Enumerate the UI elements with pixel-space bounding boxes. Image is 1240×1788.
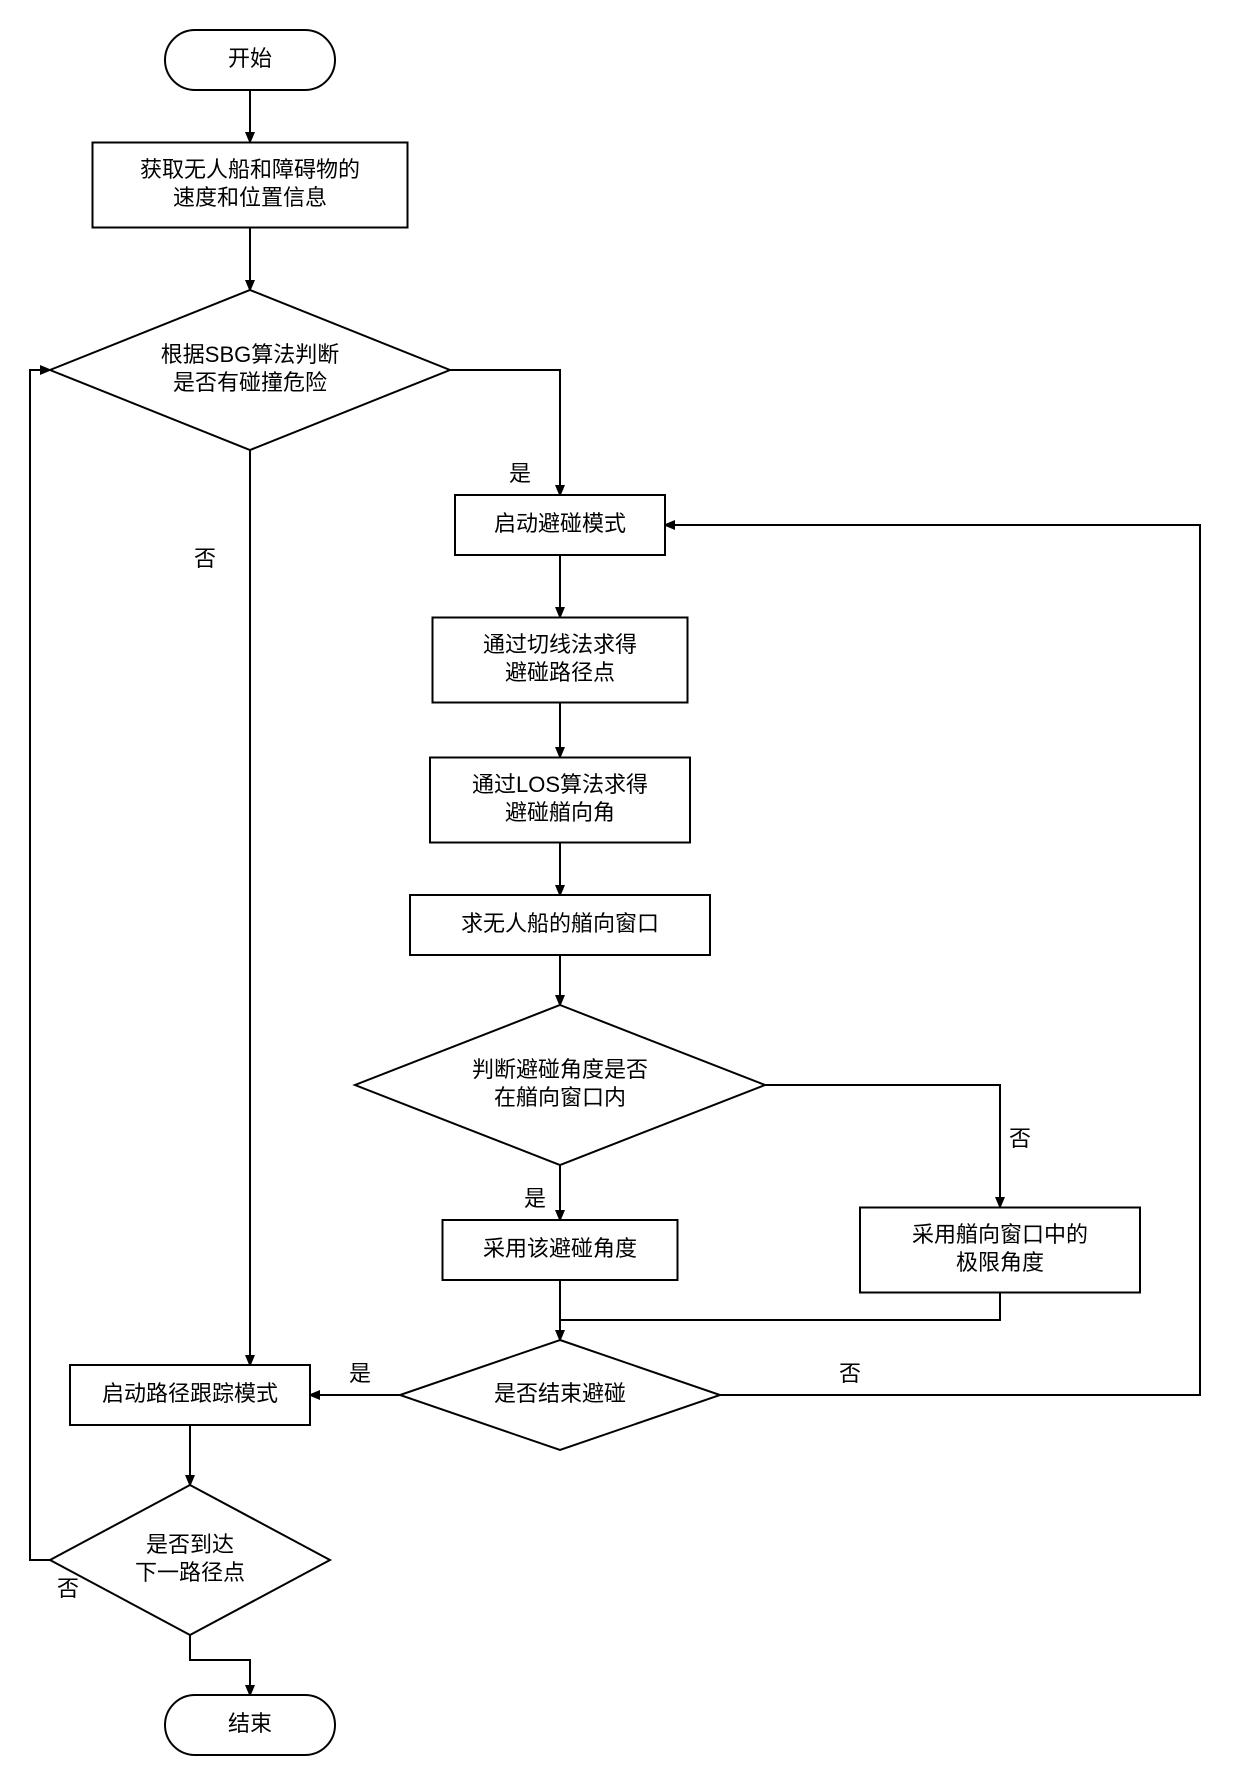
edge-label-4: 是 [349,1361,371,1386]
node-tracking-text-0: 启动路径跟踪模式 [102,1381,278,1406]
node-tracking: 启动路径跟踪模式 [70,1365,310,1425]
edge-2 [450,370,560,495]
flowchart-canvas: 开始获取无人船和障碍物的速度和位置信息根据SBG算法判断是否有碰撞危险启动避碰模… [0,0,1240,1788]
node-end: 结束 [165,1695,335,1755]
node-inwindow: 判断避碰角度是否在艏向窗口内 [355,1005,765,1165]
node-uselimit-text-0: 采用艏向窗口中的 [912,1222,1088,1247]
node-nextpoint-text-0: 是否到达 [146,1532,234,1557]
node-sbg-text-1: 是否有碰撞危险 [173,370,327,395]
edge-label-2: 是 [524,1186,546,1211]
node-window: 求无人船的艏向窗口 [410,895,710,955]
node-getinfo-text-0: 获取无人船和障碍物的 [140,157,360,182]
edge-label-6: 否 [57,1576,79,1601]
node-endavoid: 是否结束避碰 [400,1340,720,1450]
node-start-text-0: 开始 [228,46,272,71]
node-useangle-text-0: 采用该避碰角度 [483,1236,637,1261]
edge-label-1: 否 [194,546,216,571]
node-end-text-0: 结束 [228,1711,272,1736]
edge-10 [560,1293,1000,1320]
nodes-layer: 开始获取无人船和障碍物的速度和位置信息根据SBG算法判断是否有碰撞危险启动避碰模… [50,30,1140,1755]
node-tangent-text-0: 通过切线法求得 [483,632,637,657]
edge-label-0: 是 [509,461,531,486]
node-startavoid-text-0: 启动避碰模式 [494,511,626,536]
node-endavoid-text-0: 是否结束避碰 [494,1381,626,1406]
edge-8 [765,1085,1000,1207]
node-start: 开始 [165,30,335,90]
edge-16 [30,370,50,1560]
edge-label-3: 否 [1009,1126,1031,1151]
node-sbg-text-0: 根据SBG算法判断 [161,342,339,367]
node-useangle: 采用该避碰角度 [443,1220,678,1280]
node-tangent: 通过切线法求得避碰路径点 [433,618,688,703]
node-getinfo-text-1: 速度和位置信息 [173,185,327,210]
node-los-text-1: 避碰艏向角 [505,800,615,825]
edge-15 [190,1635,250,1695]
node-uselimit-text-1: 极限角度 [956,1250,1044,1275]
edge-label-5: 否 [839,1361,861,1386]
node-getinfo: 获取无人船和障碍物的速度和位置信息 [93,143,408,228]
node-uselimit: 采用艏向窗口中的极限角度 [860,1208,1140,1293]
node-los-text-0: 通过LOS算法求得 [472,772,648,797]
node-startavoid: 启动避碰模式 [455,495,665,555]
node-window-text-0: 求无人船的艏向窗口 [461,911,659,936]
node-nextpoint: 是否到达下一路径点 [50,1485,330,1635]
node-los: 通过LOS算法求得避碰艏向角 [430,758,690,843]
node-tangent-text-1: 避碰路径点 [505,660,615,685]
node-inwindow-text-1: 在艏向窗口内 [494,1085,626,1110]
node-inwindow-text-0: 判断避碰角度是否 [472,1057,648,1082]
node-sbg: 根据SBG算法判断是否有碰撞危险 [50,290,450,450]
node-nextpoint-text-1: 下一路径点 [135,1560,245,1585]
